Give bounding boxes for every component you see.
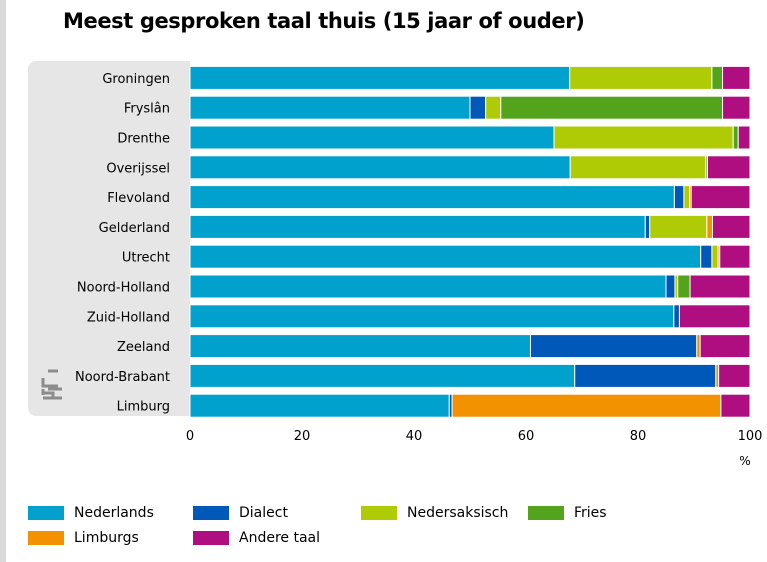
bar-segment-dialect [469,95,487,120]
bar-segment-dialect [673,304,680,329]
chart-title: Meest gesproken taal thuis (15 jaar of o… [63,9,585,33]
bar-segment-andere-taal [706,155,751,180]
bar-segment-nederlands [189,65,571,90]
bar-segment-limburgs [706,214,713,239]
left-border [0,0,6,562]
bar-segment-nedersaksisch [553,125,734,150]
bar-segment-dialect [574,363,717,388]
bar-segment-andere-taal [722,95,751,120]
bar-segment-nederlands [189,274,667,299]
bar-segment-andere-taal [699,334,751,359]
bar-segment-nederlands [189,244,702,269]
x-tick-label: 100 [738,429,763,444]
bar-segment-nederlands [189,334,531,359]
bar-segment-nederlands [189,125,555,150]
bar-segment-nedersaksisch [485,95,502,120]
category-label: Drenthe [117,132,170,147]
bar-segment-nedersaksisch [711,244,719,269]
bar-segment-nedersaksisch [569,65,713,90]
bar-segment-andere-taal [718,363,751,388]
bar-segment-nederlands [189,214,646,239]
bar-segment-andere-taal [719,244,751,269]
x-tick-label: 80 [630,429,647,444]
bar-segment-dialect [700,244,713,269]
bar-segment-fries [500,95,724,120]
bar-segment-nederlands [189,363,576,388]
bar-segment-nedersaksisch [683,185,691,210]
bar-segment-dialect [673,185,685,210]
category-label: Groningen [102,72,170,87]
x-tick-label: 0 [186,429,194,444]
category-label: Utrecht [122,251,170,266]
bar-segment-dialect [529,334,698,359]
bar-segment-nederlands [189,304,675,329]
category-label: Noord-Holland [77,281,170,296]
category-label: Limburg [117,400,170,415]
category-label: Zuid-Holland [87,310,170,325]
bar-segment-andere-taal [689,274,751,299]
bar-segment-nedersaksisch [649,214,708,239]
bar-segment-limburgs [451,393,722,418]
bar-segment-nederlands [189,155,571,180]
bar-segment-limburgs [696,334,701,359]
bar-segment-fries [711,65,724,90]
bar-segment-fries [732,125,739,150]
bar-segment-andere-taal [720,393,751,418]
bar-segment-andere-taal [722,65,751,90]
x-tick-label: 60 [518,429,535,444]
x-unit-label: % [739,454,750,468]
bar-segment-andere-taal [690,185,751,210]
bar-segment-andere-taal [737,125,751,150]
bar-segment-nederlands [189,185,675,210]
bar-segment-andere-taal [678,304,751,329]
bar-segment-nederlands [189,95,471,120]
category-label: Fryslân [124,102,170,117]
x-tick-label: 40 [406,429,423,444]
bar-segment-dialect [665,274,676,299]
bar-segment-dialect [644,214,651,239]
bar-segment-nedersaksisch [569,155,707,180]
bar-segment-nederlands [189,393,450,418]
category-label: Zeeland [117,340,170,355]
category-label-panel [28,61,190,416]
category-label: Noord-Brabant [75,370,170,385]
category-label: Flevoland [107,191,170,206]
x-tick-label: 20 [294,429,311,444]
bar-segment-andere-taal [711,214,751,239]
cbs-logo-icon [41,369,62,400]
bar-segment-fries [677,274,691,299]
category-label: Overijssel [106,161,170,176]
category-label: Gelderland [99,221,170,236]
